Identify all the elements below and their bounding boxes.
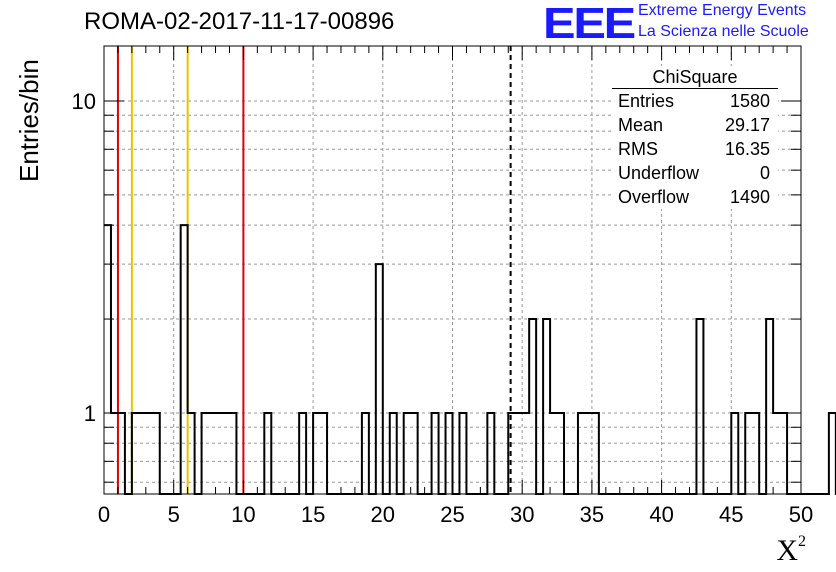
eee-logo: EEE [543,2,636,42]
brand-line-1: Extreme Energy Events [638,2,807,19]
y-tick-label: 1 [84,401,96,426]
histogram-bin [829,413,836,494]
stats-row-rms: RMS 16.35 [618,139,770,159]
run-title: ROMA-02-2017-11-17-00896 [84,8,395,35]
x-axis-label: X2 [776,533,806,567]
x-tick-label: 30 [510,502,534,527]
x-tick-label: 20 [371,502,395,527]
stats-box: ChiSquare Entries 1580 Mean 29.17 RMS 16.35… [612,66,778,209]
y-tick-label: 10 [72,89,96,114]
histogram-bin [529,319,536,494]
stats-row-overflow: Overflow 1490 [618,187,770,207]
histogram-bin [181,225,188,494]
x-tick-label: 50 [789,502,813,527]
stats-title: ChiSquare [612,66,778,89]
x-tick-label: 25 [440,502,464,527]
stats-row-entries: Entries 1580 [618,91,770,111]
stats-row-mean: Mean 29.17 [618,115,770,135]
histogram-bin [696,319,703,494]
x-tick-label: 5 [168,502,180,527]
stats-row-underflow: Underflow 0 [618,163,770,183]
x-axis-label-superscript: 2 [798,533,806,550]
histogram-bin [376,264,383,494]
x-tick-label: 10 [231,502,255,527]
brand-line-2: La Scienza nelle Scuole [638,23,809,40]
svg-text:EEE: EEE [543,2,635,42]
x-tick-label: 45 [719,502,743,527]
histogram-bin [543,319,550,494]
x-tick-label: 35 [580,502,604,527]
x-tick-label: 0 [98,502,110,527]
x-tick-label: 15 [301,502,325,527]
y-axis-label: Entries/bin [14,59,44,182]
histogram-bin [766,319,773,494]
x-tick-label: 40 [649,502,673,527]
histogram-bin [104,225,111,494]
